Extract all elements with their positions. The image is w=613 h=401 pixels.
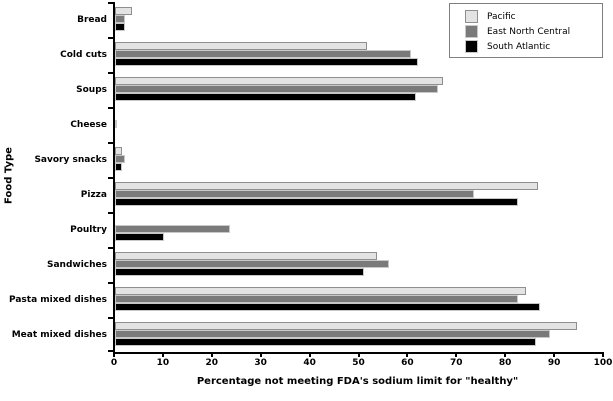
category-label-savory-snacks: Savory snacks — [34, 154, 107, 165]
category-label-cold-cuts: Cold cuts — [60, 49, 107, 60]
bar-pacific-bread — [115, 7, 133, 15]
bar-east-north-central-savory-snacks — [115, 155, 125, 163]
x-tick — [210, 352, 213, 357]
y-tick — [108, 142, 115, 144]
legend-label-east-north-central: East North Central — [487, 26, 571, 37]
x-tick-label: 80 — [498, 358, 512, 368]
x-tick — [602, 352, 604, 357]
bar-east-north-central-pizza — [115, 190, 475, 198]
bar-east-north-central-cold-cuts — [115, 50, 411, 58]
y-tick — [108, 2, 115, 4]
x-tick-label: 70 — [450, 358, 463, 368]
bar-east-north-central-sandwiches — [115, 260, 389, 268]
bar-south-atlantic-savory-snacks — [115, 163, 123, 171]
legend-item-east-north-central: East North Central — [465, 24, 602, 39]
x-tick-label: 60 — [401, 358, 414, 368]
bar-pacific-savory-snacks — [115, 147, 123, 155]
bar-group-pizza — [115, 177, 604, 212]
bar-group-sandwiches — [115, 247, 604, 282]
category-label-soups: Soups — [76, 84, 107, 95]
legend-label-south-atlantic: South Atlantic — [487, 41, 551, 52]
x-tick — [504, 352, 507, 357]
y-tick — [108, 37, 115, 39]
legend: Pacific East North Central South Atlantic — [449, 3, 603, 58]
x-axis-title: Percentage not meeting FDA's sodium limi… — [196, 376, 519, 387]
category-label-meat-mixed-dishes: Meat mixed dishes — [11, 329, 107, 340]
plot-area — [108, 2, 604, 354]
bar-group-bread — [115, 2, 604, 37]
x-tick — [406, 352, 409, 357]
legend-item-pacific: Pacific — [465, 9, 602, 24]
bar-south-atlantic-soups — [115, 93, 416, 101]
y-tick — [108, 107, 115, 109]
bar-pacific-sandwiches — [115, 252, 377, 260]
x-tick — [259, 352, 262, 357]
x-tick-label: 40 — [303, 358, 316, 368]
bar-group-poultry — [115, 212, 604, 247]
bar-east-north-central-cheese — [115, 120, 118, 128]
bar-east-north-central-poultry — [115, 225, 230, 233]
x-tick-label: 10 — [156, 358, 170, 368]
category-labels: Bread Cold cuts Soups Cheese Savory snacks Pi… — [0, 2, 107, 352]
bar-south-atlantic-poultry — [115, 233, 164, 241]
bar-group-savory-snacks — [115, 142, 604, 177]
bar-south-atlantic-meat-mixed-dishes — [115, 338, 536, 346]
y-tick — [108, 282, 115, 284]
bar-south-atlantic-bread — [115, 23, 125, 31]
bar-group-cheese — [115, 107, 604, 142]
bar-group-meat-mixed-dishes — [115, 317, 604, 352]
bar-pacific-pizza — [115, 182, 538, 190]
bar-pacific-cold-cuts — [115, 42, 367, 50]
bar-south-atlantic-sandwiches — [115, 268, 365, 276]
category-label-pizza: Pizza — [80, 189, 107, 200]
category-label-cheese: Cheese — [70, 119, 107, 130]
bar-group-cold-cuts — [115, 37, 604, 72]
y-tick — [108, 177, 115, 179]
y-tick — [108, 247, 115, 249]
bar-east-north-central-soups — [115, 85, 438, 93]
bar-south-atlantic-pasta-mixed-dishes — [115, 303, 541, 311]
category-label-sandwiches: Sandwiches — [46, 259, 107, 270]
bar-east-north-central-meat-mixed-dishes — [115, 330, 551, 338]
x-tick — [113, 352, 115, 357]
x-tick-label: 20 — [205, 358, 219, 368]
category-label-pasta-mixed-dishes: Pasta mixed dishes — [9, 294, 107, 305]
bar-group-soups — [115, 72, 604, 107]
bar-pacific-soups — [115, 77, 443, 85]
x-tick — [161, 352, 164, 357]
x-tick-label: 0 — [110, 358, 118, 368]
x-axis: 0 10 20 30 40 50 60 70 80 90 100 — [110, 352, 612, 372]
x-tick-label: 100 — [593, 358, 613, 368]
bar-pacific-meat-mixed-dishes — [115, 322, 578, 330]
bar-east-north-central-pasta-mixed-dishes — [115, 295, 519, 303]
legend-swatch-pacific — [465, 10, 478, 23]
x-tick — [308, 352, 311, 357]
bar-south-atlantic-pizza — [115, 198, 519, 206]
category-label-poultry: Poultry — [70, 224, 107, 235]
x-tick-label: 30 — [254, 358, 267, 368]
y-tick — [108, 350, 115, 352]
legend-label-pacific: Pacific — [487, 11, 516, 22]
x-tick-label: 90 — [547, 358, 561, 368]
y-tick — [108, 72, 115, 74]
x-tick — [455, 352, 458, 357]
bar-group-pasta-mixed-dishes — [115, 282, 604, 317]
y-tick — [108, 317, 115, 319]
legend-item-south-atlantic: South Atlantic — [465, 39, 602, 54]
x-tick — [553, 352, 556, 357]
x-tick-label: 50 — [352, 358, 365, 368]
y-tick — [108, 212, 115, 214]
category-label-bread: Bread — [77, 14, 107, 25]
x-tick — [357, 352, 360, 357]
bar-south-atlantic-cold-cuts — [115, 58, 419, 66]
legend-swatch-east-north-central — [465, 25, 478, 38]
legend-swatch-south-atlantic — [465, 40, 478, 53]
bar-pacific-pasta-mixed-dishes — [115, 287, 526, 295]
bar-east-north-central-bread — [115, 15, 125, 23]
